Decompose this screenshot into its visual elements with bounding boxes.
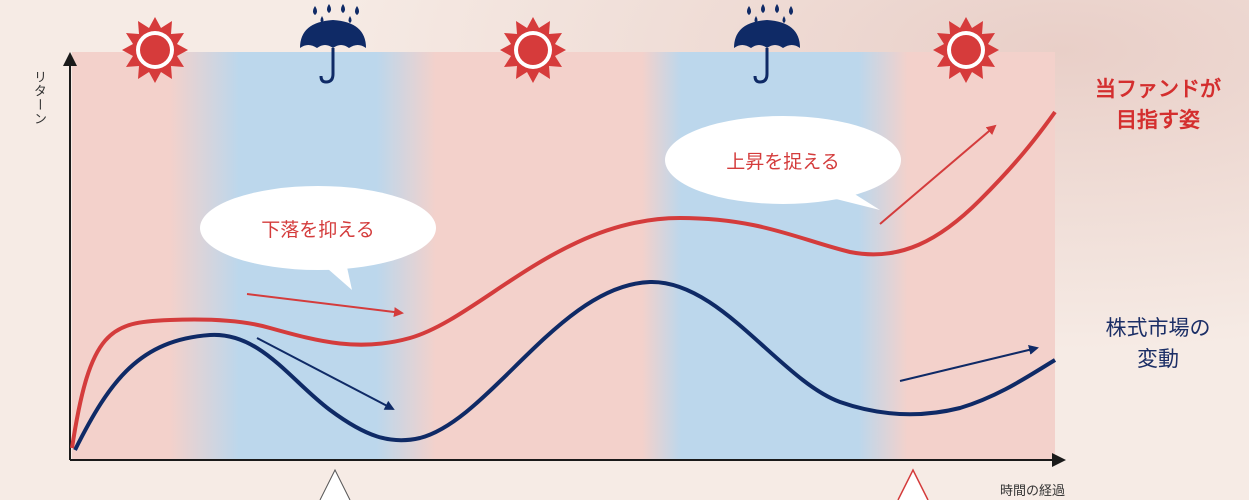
marker-triangle-left <box>319 468 351 500</box>
fund-fall-arrow <box>246 293 404 317</box>
market-fall-arrow <box>256 337 395 410</box>
market-label-line2: 変動 <box>1137 347 1179 371</box>
market-label-line1: 株式市場の <box>1105 316 1211 340</box>
fund-line <box>70 110 1057 449</box>
marker-triangle-right <box>897 468 929 500</box>
y-axis-label: リターン <box>31 70 46 126</box>
umbrella-rain-icon <box>734 4 800 84</box>
bubble-fall <box>200 186 436 290</box>
axes <box>63 52 1066 467</box>
fund-label-line1: 当ファンドが <box>1095 77 1221 101</box>
market-line <box>73 279 1057 451</box>
fund-rise-arrow <box>879 124 997 225</box>
umbrella-rain-icon <box>300 4 366 84</box>
x-axis-arrow <box>1052 453 1066 467</box>
market-label: 株式市場の 変動 <box>1098 313 1218 375</box>
fund-label-line2: 目指す姿 <box>1116 108 1200 132</box>
bubble-rise <box>665 116 901 210</box>
market-rise-arrow <box>899 345 1039 382</box>
sun-icon <box>122 17 188 83</box>
y-axis-arrow <box>63 52 77 66</box>
weather-bands <box>72 52 1055 460</box>
sun-icon <box>500 17 566 83</box>
sun-icon <box>933 17 999 83</box>
x-axis-label: 時間の経過 <box>1000 484 1066 499</box>
bubble-fall-text: 下落を抑える <box>261 219 375 241</box>
fund-label: 当ファンドが 目指す姿 <box>1088 74 1228 136</box>
bubble-rise-text: 上昇を捉える <box>726 151 840 173</box>
